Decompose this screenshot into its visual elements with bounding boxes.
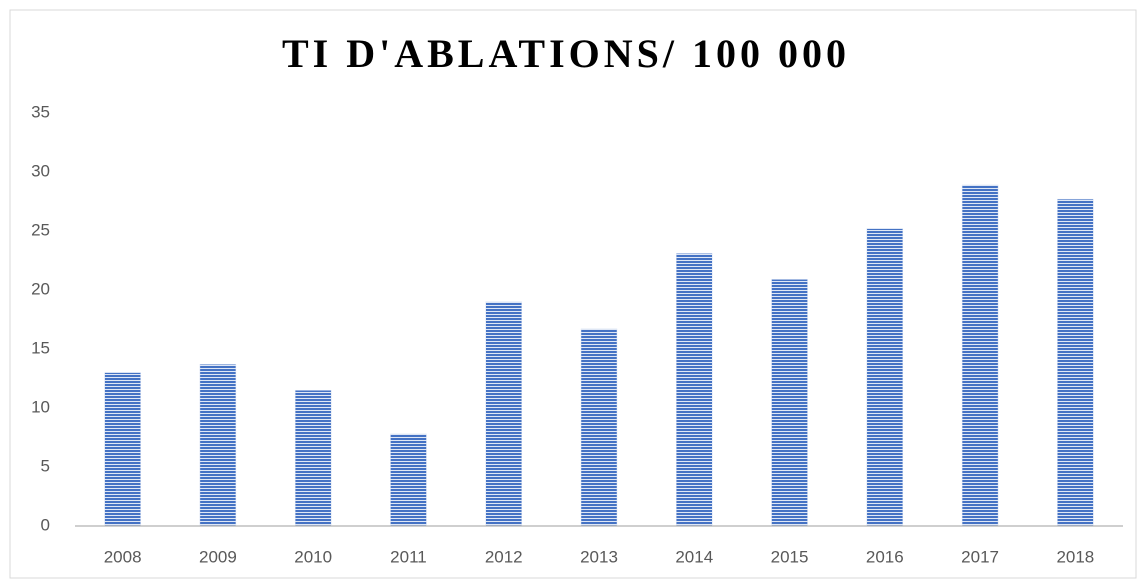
x-tick-label: 2010 xyxy=(294,547,332,566)
x-tick-label: 2017 xyxy=(961,547,999,566)
x-tick-label: 2014 xyxy=(675,547,713,566)
y-tick-label: 35 xyxy=(31,102,50,121)
bar xyxy=(580,328,618,527)
x-tick-label: 2015 xyxy=(771,547,809,566)
y-tick-label: 10 xyxy=(31,397,50,416)
y-tick-label: 15 xyxy=(31,338,50,357)
x-tick-label: 2008 xyxy=(104,547,142,566)
y-tick-label: 25 xyxy=(31,220,50,239)
chart-frame xyxy=(9,9,1137,579)
bar xyxy=(771,279,808,527)
x-tick-label: 2011 xyxy=(390,547,427,566)
bar xyxy=(294,390,332,527)
bar xyxy=(961,184,999,527)
x-tick-label: 2013 xyxy=(580,547,618,566)
x-tick-label: 2012 xyxy=(485,547,523,566)
x-tick-label: 2016 xyxy=(866,547,904,566)
bar xyxy=(199,364,237,527)
y-tick-label: 5 xyxy=(41,456,50,475)
bar xyxy=(1057,198,1094,527)
y-tick-label: 30 xyxy=(31,161,50,180)
x-tick-label: 2018 xyxy=(1056,547,1094,566)
bar xyxy=(485,301,522,527)
y-tick-label: 0 xyxy=(41,515,50,534)
bar xyxy=(866,228,904,527)
bar xyxy=(390,433,427,527)
bar xyxy=(104,372,141,527)
x-tick-label: 2009 xyxy=(199,547,237,566)
chart-title: TI D'ABLATIONS/ 100 000 xyxy=(282,31,850,76)
y-tick-label: 20 xyxy=(31,279,50,298)
bar xyxy=(676,253,713,527)
